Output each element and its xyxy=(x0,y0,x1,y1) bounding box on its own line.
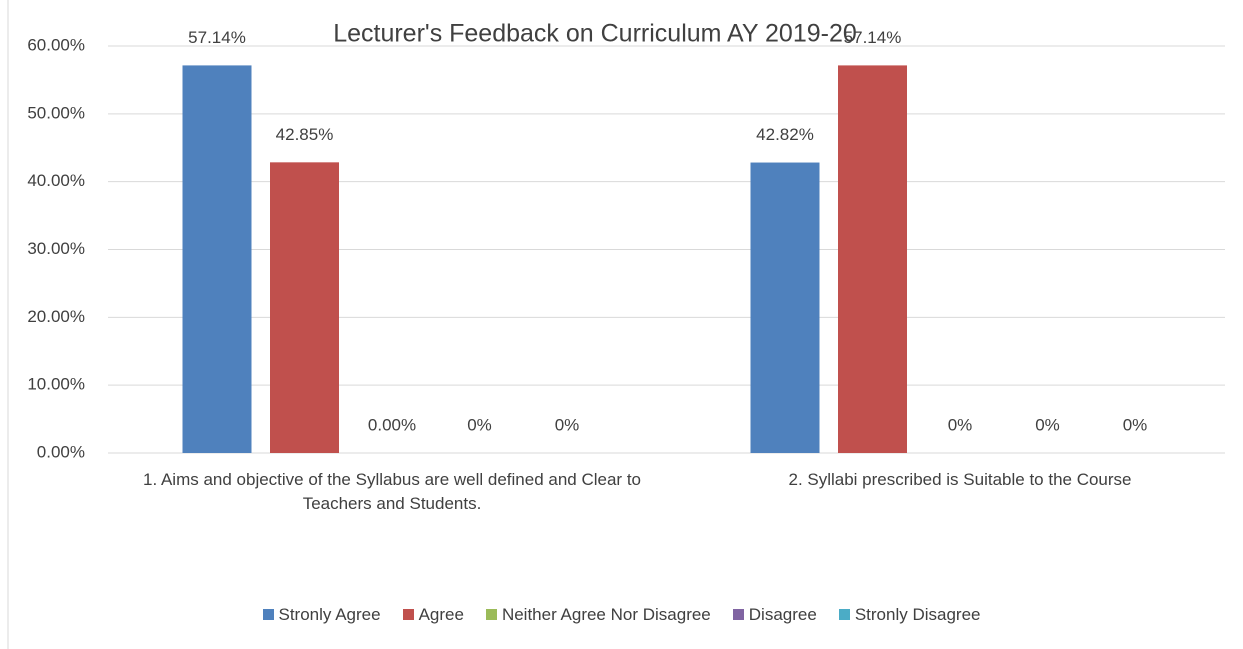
data-label: 0% xyxy=(1035,415,1060,434)
legend-swatch xyxy=(485,609,497,620)
data-label: 57.14% xyxy=(844,28,902,47)
data-label: 0.00% xyxy=(368,415,416,434)
bar xyxy=(182,65,252,453)
y-tick-label: 10.00% xyxy=(27,375,85,394)
legend: Stronly Agree Agree Neither Agree Nor Disa… xyxy=(0,605,1243,625)
chart-title: Lecturer's Feedback on Curriculum AY 201… xyxy=(333,20,857,48)
legend-item: Agree xyxy=(402,605,464,625)
bar xyxy=(838,65,907,453)
legend-item: Stronly Disagree xyxy=(838,605,981,625)
y-tick-label: 40.00% xyxy=(27,171,85,190)
legend-item: Neither Agree Nor Disagree xyxy=(485,605,711,625)
data-label: 0% xyxy=(948,415,973,434)
data-label: 0% xyxy=(1123,415,1148,434)
y-tick-label: 30.00% xyxy=(27,239,85,258)
data-label: 42.85% xyxy=(276,125,334,144)
legend-label: Neither Agree Nor Disagree xyxy=(501,605,711,624)
y-tick-label: 20.00% xyxy=(27,307,85,326)
x-tick-label: 2. Syllabi prescribed is Suitable to the… xyxy=(788,470,1132,489)
legend-item: Stronly Agree xyxy=(262,605,381,625)
legend-swatch xyxy=(402,609,414,620)
legend-label: Stronly Disagree xyxy=(854,605,981,624)
y-tick-label: 0.00% xyxy=(37,442,85,461)
legend-label: Agree xyxy=(418,605,464,624)
legend-label: Stronly Agree xyxy=(278,605,381,624)
data-label: 0% xyxy=(467,415,492,434)
data-label: 57.14% xyxy=(188,28,246,47)
y-tick-label: 50.00% xyxy=(27,103,85,122)
bar xyxy=(750,162,820,454)
data-label: 42.82% xyxy=(756,125,814,144)
data-label: 0% xyxy=(555,415,580,434)
x-tick-label: 1. Aims and objective of the Syllabus ar… xyxy=(142,470,641,513)
y-tick-label: 60.00% xyxy=(27,35,85,54)
bar xyxy=(270,162,339,453)
legend-swatch xyxy=(838,609,850,620)
legend-item: Disagree xyxy=(732,605,817,625)
legend-swatch xyxy=(732,609,744,620)
legend-label: Disagree xyxy=(748,605,817,624)
legend-swatch xyxy=(262,609,274,620)
